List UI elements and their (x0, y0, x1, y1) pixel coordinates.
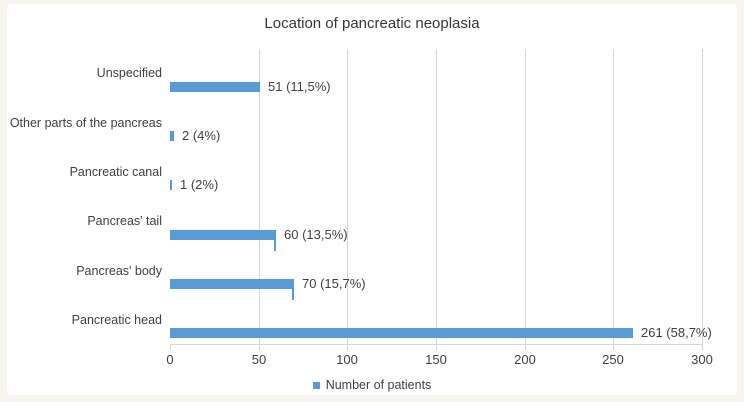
data-label: 2 (4%) (182, 128, 221, 143)
axis-tick (525, 345, 526, 350)
axis-tick (613, 345, 614, 350)
chart-panel: Location of pancreatic neoplasia 0 50 100 1… (7, 4, 737, 395)
bar (170, 82, 261, 92)
gridline (702, 49, 703, 345)
category-label: Unspecified (96, 66, 162, 80)
bar-dropline (274, 240, 277, 251)
x-axis-tick-label: 100 (336, 352, 358, 367)
axis-tick (170, 345, 171, 350)
category-label: Pancreatic head (71, 313, 162, 327)
axis-tick (259, 345, 260, 350)
axis-tick (347, 345, 348, 350)
data-label: 70 (15,7%) (302, 276, 366, 291)
x-axis-tick-label: 200 (514, 352, 536, 367)
bar (170, 230, 277, 240)
plot-area: 0 50 100 150 200 250 300 Unspecified 51 (11,5%) O… (10, 49, 713, 367)
x-axis-tick-label: 250 (602, 352, 624, 367)
bar-dropline (292, 289, 295, 300)
category-label: Pancreas' body (76, 264, 162, 278)
data-label: 60 (13,5%) (284, 227, 348, 242)
x-axis-tick-label: 300 (691, 352, 713, 367)
gridline (347, 49, 348, 345)
category-label: Pancreatic canal (69, 165, 162, 179)
axis-tick (436, 345, 437, 350)
category-label: Pancreas' tail (87, 214, 162, 228)
axis-tick (702, 345, 703, 350)
data-label: 51 (11,5%) (268, 79, 331, 94)
bar (170, 328, 633, 338)
x-axis-line (170, 344, 702, 345)
category-label: Other parts of the pancreas (9, 116, 162, 130)
legend: Number of patients (7, 378, 737, 392)
x-axis-tick-label: 0 (166, 352, 174, 367)
x-axis-tick-label: 50 (251, 352, 267, 367)
bar (170, 180, 172, 190)
x-axis-tick-label: 150 (425, 352, 447, 367)
gridline (259, 49, 260, 345)
data-label: 1 (2%) (180, 177, 219, 192)
legend-label: Number of patients (325, 378, 432, 392)
gridline (436, 49, 437, 345)
gridline (525, 49, 526, 345)
gridline (613, 49, 614, 345)
data-label: 261 (58,7%) (641, 325, 712, 340)
legend-marker-icon (312, 381, 320, 389)
bar (170, 131, 174, 141)
chart-title: Location of pancreatic neoplasia (264, 15, 480, 32)
bar (170, 279, 295, 289)
